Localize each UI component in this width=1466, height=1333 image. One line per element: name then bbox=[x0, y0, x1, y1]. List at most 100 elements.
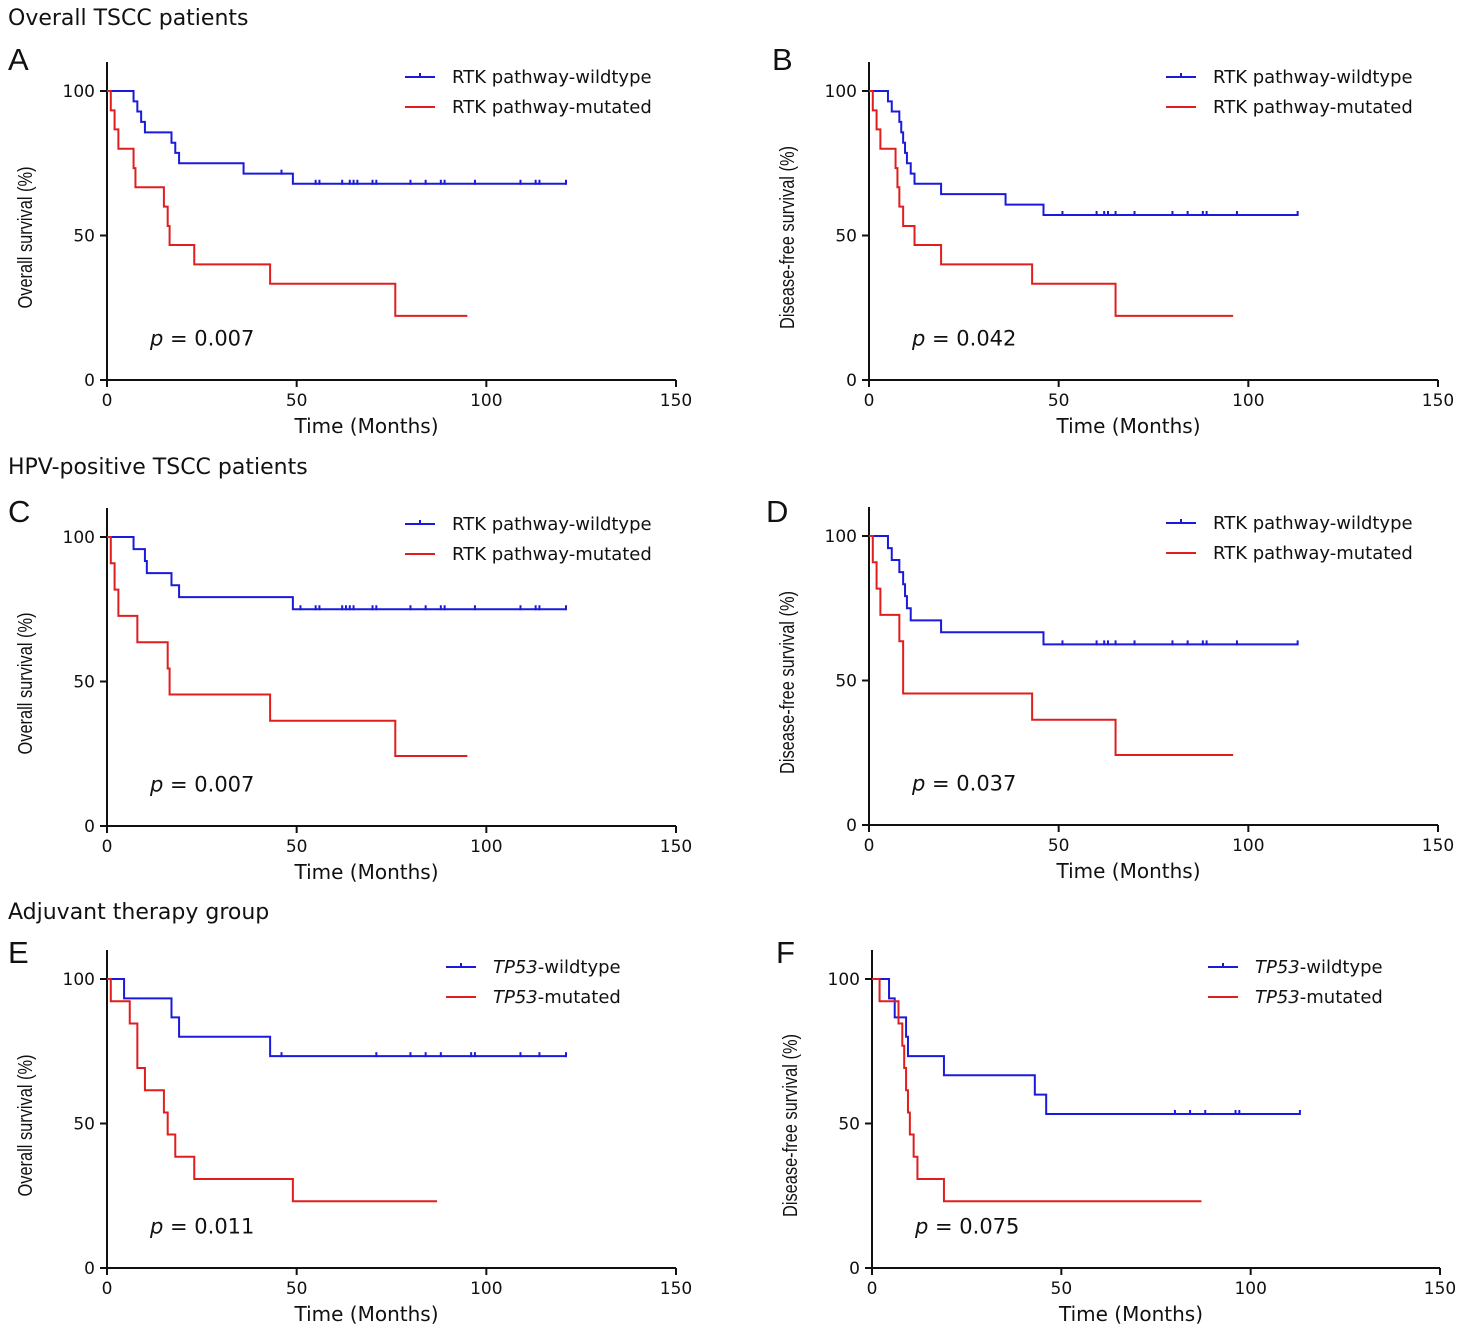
y-tick-label: 50 bbox=[838, 1115, 860, 1135]
p-value: p = 0.042 bbox=[911, 326, 1016, 350]
panel-letter-f: F bbox=[776, 935, 795, 970]
x-tick-label: 50 bbox=[1051, 1279, 1073, 1299]
y-tick-label: 100 bbox=[828, 970, 860, 990]
legend-label-mutated: RTK pathway-mutated bbox=[452, 544, 652, 565]
survival-curve-wildtype bbox=[869, 90, 1298, 216]
y-tick-label: 0 bbox=[84, 817, 95, 837]
legend-label-wildtype: TP53-wildtype bbox=[1255, 957, 1383, 978]
y-tick-label: 100 bbox=[63, 970, 95, 990]
x-tick-label: 150 bbox=[660, 1279, 692, 1299]
x-tick-label: 100 bbox=[1234, 1279, 1266, 1299]
legend-label-mutated: RTK pathway-mutated bbox=[1213, 543, 1413, 564]
survival-curve-mutated bbox=[869, 90, 1234, 317]
x-tick-label: 50 bbox=[286, 837, 308, 857]
panel-letter-d: D bbox=[766, 494, 788, 529]
panel-a: A 0 50 100 150 0 50 100 Time (Months) Overall sur… bbox=[8, 42, 692, 438]
y-tick-label: 0 bbox=[849, 1259, 860, 1279]
survival-curve-mutated bbox=[107, 978, 438, 1203]
y-axis-label: Disease-free survival (%) bbox=[775, 591, 798, 774]
y-axis-label: Overall survival (%) bbox=[13, 167, 36, 309]
x-tick-label: 50 bbox=[1048, 836, 1070, 856]
survival-curve-mutated bbox=[869, 535, 1234, 757]
x-tick-label: 0 bbox=[102, 837, 113, 857]
survival-curve-wildtype bbox=[107, 90, 566, 185]
legend-label-wildtype: RTK pathway-wildtype bbox=[452, 67, 652, 88]
y-tick-label: 100 bbox=[825, 82, 857, 102]
x-tick-label: 150 bbox=[1422, 836, 1454, 856]
survival-curve-mutated bbox=[872, 978, 1202, 1203]
x-tick-label: 150 bbox=[660, 391, 692, 411]
legend-label-mutated: RTK pathway-mutated bbox=[1213, 97, 1413, 118]
panel-d: D 0 50 100 150 0 50 100 Time (Months) Disease-fre… bbox=[766, 494, 1454, 883]
y-axis-label: Overall survival (%) bbox=[13, 1055, 36, 1197]
y-tick-label: 50 bbox=[73, 673, 95, 693]
x-tick-label: 150 bbox=[660, 837, 692, 857]
survival-curve-wildtype bbox=[107, 978, 566, 1058]
x-tick-label: 100 bbox=[470, 1279, 502, 1299]
legend-label-wildtype: RTK pathway-wildtype bbox=[452, 514, 652, 535]
x-axis-label: Time (Months) bbox=[1055, 859, 1200, 883]
panel-letter-b: B bbox=[772, 42, 793, 77]
y-tick-label: 100 bbox=[63, 528, 95, 548]
survival-curve-mutated bbox=[107, 536, 468, 758]
y-tick-label: 50 bbox=[73, 1115, 95, 1135]
y-axis-label: Disease-free survival (%) bbox=[775, 146, 798, 329]
x-tick-label: 50 bbox=[286, 391, 308, 411]
x-tick-label: 50 bbox=[1048, 391, 1070, 411]
x-tick-label: 0 bbox=[102, 391, 113, 411]
p-value: p = 0.075 bbox=[914, 1214, 1019, 1238]
x-tick-label: 0 bbox=[102, 1279, 113, 1299]
legend-label-wildtype: RTK pathway-wildtype bbox=[1213, 513, 1413, 534]
y-tick-label: 50 bbox=[73, 227, 95, 247]
y-tick-label: 100 bbox=[825, 527, 857, 547]
x-tick-label: 150 bbox=[1424, 1279, 1456, 1299]
panel-c: C 0 50 100 150 0 50 100 Time (Months) Overall sur… bbox=[8, 494, 692, 884]
section-title-overall: Overall TSCC patients bbox=[8, 6, 249, 31]
x-tick-label: 0 bbox=[864, 836, 875, 856]
x-axis-label: Time (Months) bbox=[1055, 414, 1200, 438]
legend-label-wildtype: RTK pathway-wildtype bbox=[1213, 67, 1413, 88]
legend-label-wildtype: TP53-wildtype bbox=[493, 957, 621, 978]
x-axis-label: Time (Months) bbox=[293, 860, 438, 884]
survival-curve-wildtype bbox=[872, 978, 1300, 1115]
y-tick-label: 0 bbox=[846, 371, 857, 391]
panels: A 0 50 100 150 0 50 100 Time (Months) Overall sur… bbox=[8, 42, 1456, 1326]
p-value: p = 0.011 bbox=[149, 1214, 254, 1238]
x-tick-label: 0 bbox=[864, 391, 875, 411]
p-value: p = 0.007 bbox=[149, 772, 254, 796]
y-axis-label: Overall survival (%) bbox=[13, 613, 36, 755]
y-tick-label: 0 bbox=[84, 371, 95, 391]
panel-letter-a: A bbox=[8, 42, 29, 77]
x-axis-label: Time (Months) bbox=[293, 414, 438, 438]
survival-curve-wildtype bbox=[869, 535, 1298, 646]
y-axis-label: Disease-free survival (%) bbox=[778, 1034, 801, 1217]
panel-f: F 0 50 100 150 0 50 100 Time (Months) Disease-fre… bbox=[776, 935, 1456, 1326]
survival-curve-wildtype bbox=[107, 536, 566, 611]
y-tick-label: 0 bbox=[846, 816, 857, 836]
p-value: p = 0.007 bbox=[149, 326, 254, 350]
x-axis-label: Time (Months) bbox=[1058, 1302, 1203, 1326]
y-tick-label: 50 bbox=[835, 672, 857, 692]
x-tick-label: 100 bbox=[470, 391, 502, 411]
legend-label-mutated: RTK pathway-mutated bbox=[452, 97, 652, 118]
x-tick-label: 100 bbox=[470, 837, 502, 857]
panel-letter-e: E bbox=[8, 935, 29, 970]
x-tick-label: 0 bbox=[867, 1279, 878, 1299]
y-tick-label: 50 bbox=[835, 227, 857, 247]
legend-label-mutated: TP53-mutated bbox=[1255, 987, 1383, 1008]
x-axis-label: Time (Months) bbox=[293, 1302, 438, 1326]
p-value: p = 0.037 bbox=[911, 771, 1016, 795]
panel-b: B 0 50 100 150 0 50 100 Time (Months) Disease-fre… bbox=[772, 42, 1454, 438]
panel-letter-c: C bbox=[8, 494, 30, 529]
survival-curve-mutated bbox=[107, 90, 468, 317]
x-tick-label: 150 bbox=[1422, 391, 1454, 411]
section-title-adjuvant: Adjuvant therapy group bbox=[8, 900, 269, 925]
x-tick-label: 100 bbox=[1232, 836, 1264, 856]
y-tick-label: 100 bbox=[63, 82, 95, 102]
x-tick-label: 100 bbox=[1232, 391, 1264, 411]
y-tick-label: 0 bbox=[84, 1259, 95, 1279]
panel-e: E 0 50 100 150 0 50 100 Time (Months) Overall sur… bbox=[8, 935, 692, 1326]
legend-label-mutated: TP53-mutated bbox=[493, 987, 621, 1008]
x-tick-label: 50 bbox=[286, 1279, 308, 1299]
